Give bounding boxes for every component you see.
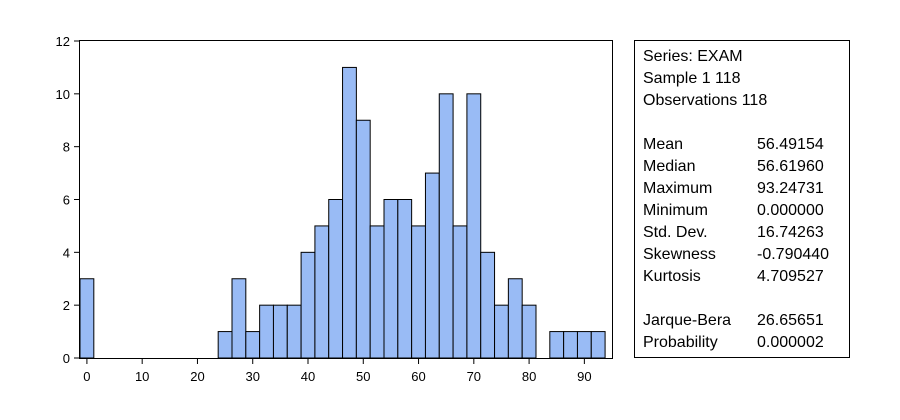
- y-tick-label: 2: [63, 298, 70, 313]
- histogram-bar: [369, 225, 385, 359]
- histogram-chart: 0 2 4 6 8 10 12 0 10 20 30 40 50 60 70 80 90: [56, 34, 613, 384]
- stat-row: Std. Dev. 16.74263: [643, 222, 849, 244]
- histogram-bar: [549, 331, 565, 359]
- histogram-bars: [79, 66, 606, 359]
- histogram-bar: [286, 304, 302, 359]
- stat-value: 0.000000: [757, 202, 824, 219]
- stat-row: Minimum 0.000000: [643, 200, 849, 222]
- stat-row: Median 56.61960: [643, 156, 849, 178]
- x-tick-label: 50: [356, 369, 370, 384]
- y-axis: 0 2 4 6 8 10 12: [56, 34, 80, 366]
- statistics-panel: Series: EXAM Sample 1 118 Observations 1…: [634, 40, 850, 358]
- stat-label: Std. Dev.: [643, 224, 708, 241]
- x-tick-label: 70: [467, 369, 481, 384]
- x-tick-label: 90: [577, 369, 591, 384]
- histogram-bar: [411, 225, 426, 359]
- spacer: [643, 112, 849, 134]
- stat-row: Skewness -0.790440: [643, 244, 849, 266]
- x-tick-label: 20: [190, 369, 204, 384]
- histogram-bar: [507, 278, 523, 359]
- histogram-bar: [342, 66, 357, 359]
- y-tick-label: 8: [63, 140, 70, 155]
- x-tick-label: 0: [83, 369, 90, 384]
- stat-value: 26.65651: [757, 312, 824, 329]
- descriptive-stats: Mean 56.49154 Median 56.61960 Maximum 93.2473…: [643, 134, 849, 288]
- stat-row: Kurtosis 4.709527: [643, 266, 849, 288]
- normality-test-stats: Jarque-Bera 26.65651 Probability 0.000002: [643, 310, 849, 354]
- stat-row: Jarque-Bera 26.65651: [643, 310, 849, 332]
- histogram-bar: [438, 93, 454, 359]
- y-tick-label: 4: [63, 245, 70, 260]
- y-tick-label: 0: [63, 351, 70, 366]
- y-tick-label: 10: [56, 87, 70, 102]
- x-axis: 0 10 20 30 40 50 60 70 80 90: [83, 358, 592, 384]
- stat-value: -0.790440: [757, 246, 830, 263]
- stat-label: Maximum: [643, 180, 713, 197]
- x-tick-label: 80: [522, 369, 536, 384]
- histogram-bar: [424, 172, 440, 359]
- stat-value: 93.24731: [757, 180, 824, 197]
- stat-value: 4.709527: [757, 268, 824, 285]
- stat-label: Probability: [643, 334, 718, 351]
- x-tick-label: 30: [245, 369, 259, 384]
- histogram-bar: [272, 304, 288, 359]
- histogram-bar: [563, 331, 578, 359]
- stat-value: 56.49154: [757, 136, 824, 153]
- stat-label: Mean: [643, 136, 684, 153]
- histogram-bar: [383, 199, 399, 359]
- spacer: [643, 288, 849, 310]
- stat-value: 0.000002: [757, 334, 824, 351]
- stat-row: Probability 0.000002: [643, 332, 849, 354]
- stat-label: Median: [643, 158, 696, 175]
- histogram-bar: [466, 93, 482, 359]
- histogram-bar: [79, 278, 95, 359]
- histogram-bar: [328, 199, 344, 359]
- histogram-bar: [590, 331, 606, 359]
- histogram-bar: [217, 331, 233, 359]
- histogram-bar: [231, 278, 247, 359]
- x-tick-label: 40: [301, 369, 315, 384]
- stat-label: Jarque-Bera: [643, 312, 732, 329]
- histogram-bar: [259, 304, 274, 359]
- histogram-bar: [245, 331, 261, 359]
- observations-count: Observations 118: [643, 92, 768, 109]
- histogram-bar: [521, 304, 537, 359]
- x-tick-label: 60: [411, 369, 425, 384]
- histogram-bar: [480, 251, 496, 359]
- stat-value: 16.74263: [757, 224, 824, 241]
- histogram-bar: [300, 251, 316, 359]
- stat-label: Skewness: [643, 246, 716, 263]
- histogram-bar: [576, 331, 592, 359]
- sample-range: Sample 1 118: [643, 70, 741, 87]
- stat-value: 56.61960: [757, 158, 824, 175]
- histogram-bar: [452, 225, 468, 359]
- x-tick-label: 10: [135, 369, 149, 384]
- histogram-bar: [397, 199, 413, 359]
- stat-row: Mean 56.49154: [643, 134, 849, 156]
- histogram-bar: [314, 225, 330, 359]
- histogram-bar: [494, 304, 509, 359]
- y-tick-label: 12: [56, 34, 70, 49]
- stat-row: Maximum 93.24731: [643, 178, 849, 200]
- stat-label: Kurtosis: [643, 268, 701, 285]
- series-name: Series: EXAM: [643, 48, 743, 65]
- histogram-bar: [355, 119, 371, 359]
- stat-label: Minimum: [643, 202, 708, 219]
- y-tick-label: 6: [63, 193, 70, 208]
